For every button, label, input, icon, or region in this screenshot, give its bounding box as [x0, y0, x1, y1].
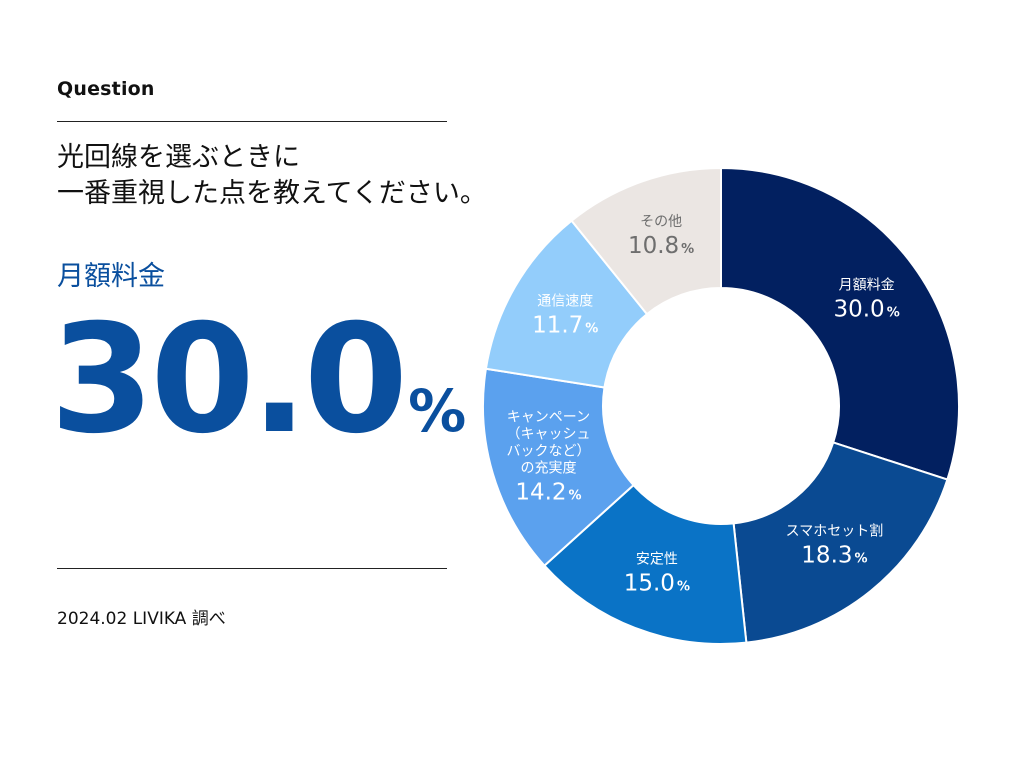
- donut-slice-6: [570, 166, 722, 316]
- slice-5-value: 11.7%: [532, 312, 598, 338]
- slice-label-3: 安定性 15.0%: [624, 552, 690, 597]
- question-line-1: 光回線を選ぶときに: [57, 142, 300, 173]
- eyebrow-label: Question: [57, 78, 155, 100]
- source-note: 2024.02 LIVIKA 調べ: [57, 609, 226, 629]
- slice-4-label-line-4: の充実度: [520, 460, 576, 476]
- highlight-label: 月額料金: [57, 261, 165, 292]
- slice-1-label-line-1: 月額料金: [839, 278, 895, 294]
- slice-3-value: 15.0%: [624, 571, 690, 597]
- slice-6-value: 10.8%: [628, 233, 694, 259]
- slice-2-label-line-1: スマホセット割: [786, 522, 884, 539]
- top-divider: [57, 121, 447, 122]
- slice-label-1: 月額料金 30.0%: [833, 278, 899, 323]
- slice-3-label-line-1: 安定性: [636, 552, 678, 568]
- slice-label-6: その他 10.8%: [628, 214, 694, 259]
- slice-5-label-line-1: 通信速度: [537, 293, 593, 309]
- donut-slice-4: [482, 367, 635, 568]
- donut-slice-1: [720, 166, 960, 481]
- question-text: 光回線を選ぶときに 一番重視した点を教えてください。: [57, 140, 487, 212]
- question-line-2: 一番重視した点を教えてください。: [57, 178, 487, 209]
- slice-4-label-line-2: （キャッシュ: [506, 426, 590, 442]
- slice-6-label-line-1: その他: [640, 214, 682, 230]
- slice-label-5: 通信速度 11.7%: [532, 293, 598, 338]
- slice-2-value: 18.3%: [801, 542, 867, 568]
- slice-1-value: 30.0%: [833, 297, 899, 323]
- slice-4-label-line-3: バックなど）: [506, 443, 590, 459]
- slice-4-label-line-1: キャンペーン: [507, 409, 590, 425]
- bottom-divider: [57, 568, 447, 569]
- donut-slice-2: [732, 441, 949, 644]
- highlight-number: 30.0: [50, 293, 408, 467]
- highlight-unit: %: [408, 377, 467, 445]
- slice-label-2: スマホセット割 18.3%: [786, 522, 884, 568]
- slice-4-value: 14.2%: [515, 479, 581, 505]
- donut-slice-3: [543, 483, 748, 645]
- highlight-value: 30.0%: [50, 305, 466, 486]
